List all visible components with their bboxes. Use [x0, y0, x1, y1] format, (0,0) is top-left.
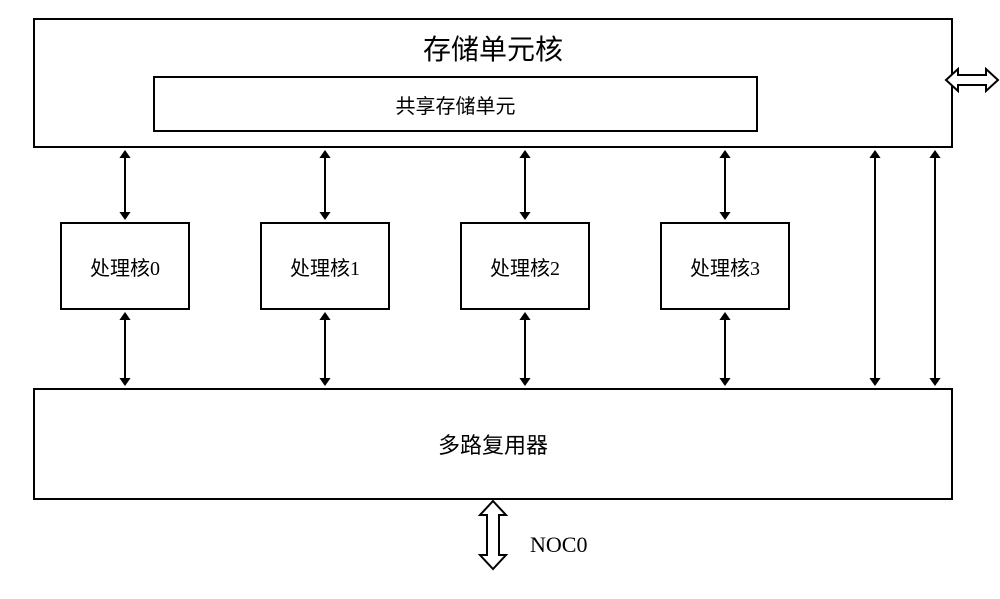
diagram-canvas: 存储单元核 共享存储单元 处理核0 处理核1 处理核2 处理核3 多路复用器 N… [0, 0, 1000, 599]
memory-unit-title: 存储单元核 [423, 28, 563, 68]
processing-core-2: 处理核2 [460, 222, 590, 310]
core-label: 处理核3 [690, 252, 760, 281]
noc0-label: NOC0 [530, 532, 587, 558]
processing-core-3: 处理核3 [660, 222, 790, 310]
multiplexer: 多路复用器 [33, 388, 953, 500]
core-label: 处理核0 [90, 252, 160, 281]
shared-memory-label: 共享存储单元 [396, 90, 516, 119]
core-label: 处理核1 [290, 252, 360, 281]
multiplexer-label: 多路复用器 [438, 428, 548, 460]
core-label: 处理核2 [490, 252, 560, 281]
processing-core-0: 处理核0 [60, 222, 190, 310]
processing-core-1: 处理核1 [260, 222, 390, 310]
shared-memory-unit: 共享存储单元 [153, 76, 758, 132]
